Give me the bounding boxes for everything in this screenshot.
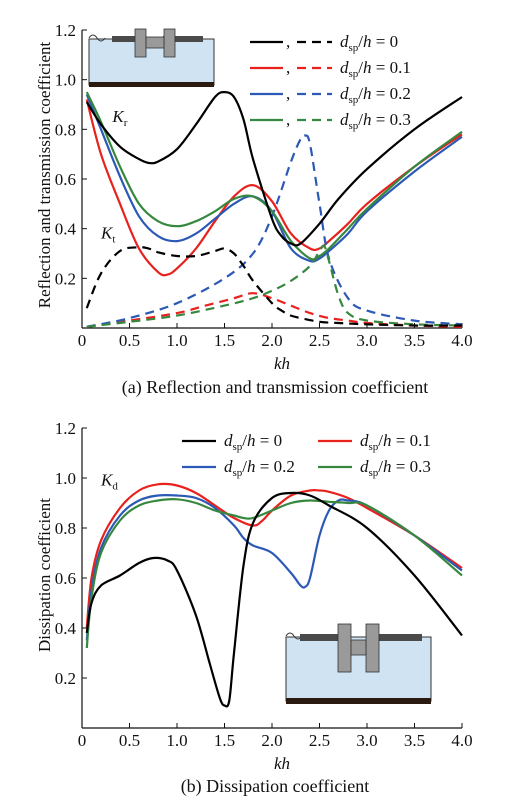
panel-a-y-tick-label: 1.0	[55, 71, 76, 90]
panel-a-legend-separator: ,	[286, 84, 290, 103]
panel-a-kt-line-0	[85, 246, 463, 327]
panel-b-y-tick-label: 0.2	[55, 669, 76, 688]
panel-a-y-tick-label: 0.6	[55, 170, 76, 189]
panel-a-caption: (a) Reflection and transmission coeffici…	[122, 377, 429, 398]
panel-a-x-tick-label: 2.5	[309, 331, 330, 350]
panel-a-kt-line-3	[86, 244, 463, 328]
panel-a-ylabel: Reflection and transmission coefficient	[35, 42, 54, 309]
panel-a-annotation-Kt: Kt	[100, 224, 115, 246]
panel-a-y-tick-label: 0.2	[55, 269, 76, 288]
panel-b-x-tick-label: 1.0	[166, 731, 187, 750]
panel-b-x-tick-label: 0	[78, 731, 87, 750]
panel-a-legend-label-1: dsp/h = 0.1	[340, 58, 411, 80]
panel-a-legend-label-0: dsp/h = 0	[340, 32, 398, 54]
panel-a-plot-area: 0 0.5 1.0 1.5 2.0 2.5 3.0 3.5 4.0 0.2 0.4 0.6 0.8 1.0…	[55, 21, 473, 350]
panel-b-legend-label-3: dsp/h = 0.3	[360, 457, 431, 479]
panel-a-x-tick-label: 4.0	[451, 331, 472, 350]
panel-a: Reflection and transmission coefficient …	[35, 21, 473, 398]
panel-b-legend-label-2: dsp/h = 0.2	[224, 457, 295, 479]
panel-b-x-tick-label: 3.0	[356, 731, 377, 750]
panel-a-legend-label-3: dsp/h = 0.3	[340, 110, 411, 132]
panel-b-plot-area: 0 0.5 1.0 1.5 2.0 2.5 3.0 3.5 4.0 0.2 0.4 0.6 0.8 1.0…	[55, 419, 473, 750]
panel-b-caption: (b) Dissipation coefficient	[181, 776, 370, 797]
panel-a-x-tick-label: 3.0	[356, 331, 377, 350]
panel-a-kr-line-1	[85, 99, 463, 277]
panel-a-x-tick-label: 0	[78, 331, 87, 350]
panel-b-kd-line-3	[85, 498, 463, 649]
panel-a-legend-separator: ,	[286, 58, 290, 77]
panel-a-kt-line-2	[86, 134, 463, 328]
panel-b-y-tick-label: 0.8	[55, 519, 76, 538]
panel-b-legend: dsp/h = 0 dsp/h = 0.1 dsp/h = 0.2 dsp/h = 0…	[182, 431, 431, 479]
panel-b-x-tick-label: 1.5	[214, 731, 235, 750]
panel-a-legend: , dsp/h = 0, dsp/h = 0.1, dsp/h = 0.2, dsp/h…	[250, 32, 411, 132]
panel-a-kt-line-1	[86, 292, 463, 328]
panel-b-y-tick-label: 0.6	[55, 569, 76, 588]
panel-a-legend-separator: ,	[286, 110, 290, 129]
panel-a-legend-separator: ,	[286, 32, 290, 51]
panel-b-x-tick-label: 0.5	[119, 731, 140, 750]
panel-a-annotation-Kr: Kr	[111, 107, 127, 129]
panel-b-x-tick-label: 2.0	[261, 731, 282, 750]
panel-a-x-tick-label: 1.0	[166, 331, 187, 350]
panel-a-x-tick-label: 0.5	[119, 331, 140, 350]
panel-b-structure-schematic	[285, 623, 432, 704]
panel-a-kr-line-0	[85, 90, 463, 247]
panel-b-annotation-Kd: Kd	[100, 471, 118, 493]
panel-a-structure-schematic	[88, 28, 215, 87]
panel-b-xlabel: kh	[274, 754, 290, 773]
panel-a-xlabel: kh	[274, 354, 290, 373]
panel-b-kd-line-2	[85, 493, 463, 641]
panel-b-x-tick-label: 4.0	[451, 731, 472, 750]
panel-a-x-tick-label: 1.5	[214, 331, 235, 350]
panel-a-legend-label-2: dsp/h = 0.2	[340, 84, 411, 106]
panel-a-x-tick-label: 3.5	[404, 331, 425, 350]
panel-b-legend-label-0: dsp/h = 0	[224, 431, 282, 453]
panel-b-y-tick-label: 1.0	[55, 469, 76, 488]
panel-b-kd-line-0	[85, 491, 463, 708]
panel-b: Dissipation coefficient 0 0.5 1.0 1.5 2.0 2.5…	[35, 419, 473, 797]
panel-b-legend-label-1: dsp/h = 0.1	[360, 431, 431, 453]
panel-b-y-tick-label: 1.2	[55, 419, 76, 438]
panel-a-y-tick-label: 0.8	[55, 120, 76, 139]
panel-a-y-tick-label: 0.4	[55, 220, 77, 239]
panel-b-y-tick-label: 0.4	[55, 619, 77, 638]
panel-a-x-tick-label: 2.0	[261, 331, 282, 350]
panel-b-x-tick-label: 2.5	[309, 731, 330, 750]
panel-b-x-tick-label: 3.5	[404, 731, 425, 750]
panel-a-kr-line-3	[85, 91, 463, 261]
panel-b-ylabel: Dissipation coefficient	[35, 498, 54, 652]
panel-a-y-tick-label: 1.2	[55, 21, 76, 40]
